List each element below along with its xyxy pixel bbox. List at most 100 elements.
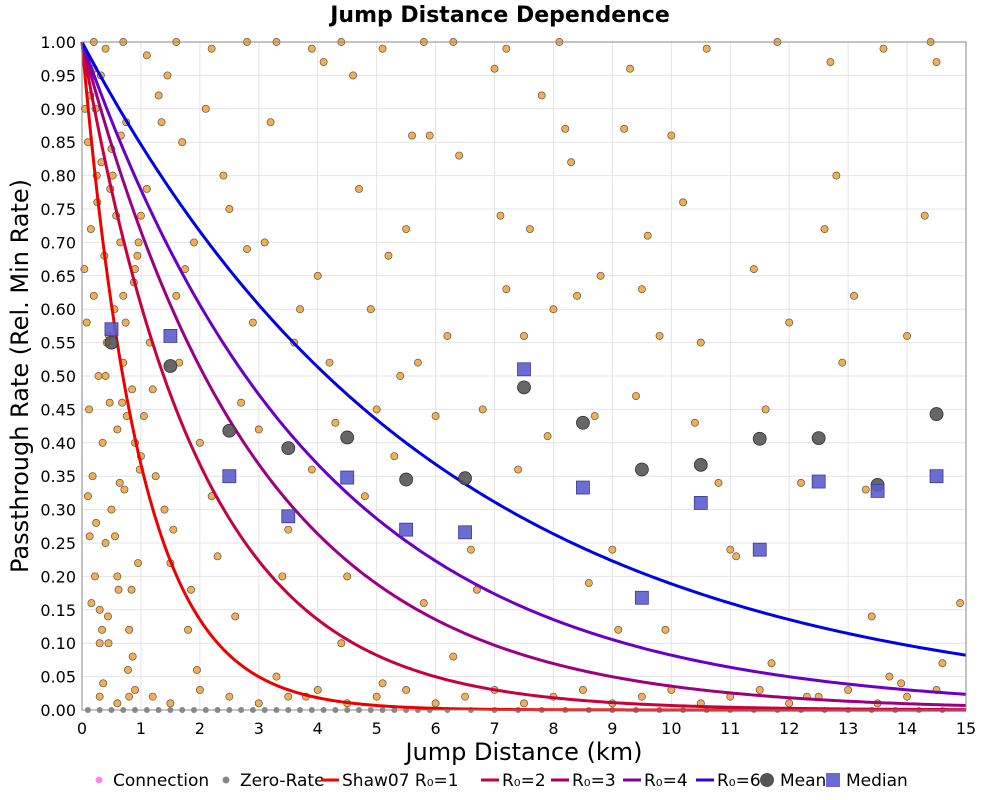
connection-point: [360, 492, 369, 501]
connection-point: [133, 251, 142, 260]
connection-point: [838, 358, 847, 367]
connection-point: [101, 372, 110, 380]
x-tick-label: 6: [431, 719, 441, 738]
legend-swatch: [826, 773, 840, 787]
connection-point: [313, 271, 322, 280]
connection-point: [844, 686, 853, 694]
curve-r0-6: [80, 41, 967, 657]
x-tick-label: 1: [136, 719, 146, 738]
connection-point: [384, 251, 393, 260]
y-tick-label: 0.15: [40, 601, 76, 620]
median-marker: [752, 542, 767, 557]
connection-point: [897, 679, 906, 688]
connection-point: [903, 331, 912, 340]
connection-point: [567, 158, 576, 167]
chart-title: Jump Distance Dependence: [328, 3, 670, 28]
connection-point: [142, 51, 151, 60]
y-tick-label: 0.20: [40, 567, 76, 586]
connection-point: [195, 686, 204, 694]
y-tick-label: 0.45: [40, 400, 76, 419]
connection-point: [785, 699, 794, 708]
y-tick-label: 0.40: [40, 434, 76, 453]
connection-point: [278, 572, 287, 581]
legend-label: Shaw07 R₀=1: [342, 771, 459, 791]
legend-swatch: [760, 773, 774, 787]
legend-swatch: [222, 776, 230, 784]
y-tick-label: 0.70: [40, 233, 76, 252]
connection-point: [861, 485, 870, 494]
connection-point: [169, 525, 178, 534]
mean-marker: [222, 423, 237, 438]
x-tick-label: 0: [77, 719, 87, 738]
connection-point: [850, 291, 858, 300]
connection-point: [219, 171, 228, 180]
legend-label: R₀=6: [717, 771, 761, 791]
connection-point: [920, 211, 929, 220]
connection-point: [201, 104, 210, 113]
y-tick-label: 0.90: [40, 100, 76, 119]
connection-point: [213, 552, 222, 561]
mean-marker: [576, 415, 590, 430]
connection-point: [113, 425, 122, 434]
connection-point: [148, 692, 157, 701]
connection-point: [113, 699, 122, 708]
connection-point: [178, 138, 187, 147]
connection-point: [832, 171, 841, 180]
connection-point: [160, 505, 169, 514]
connection-point: [331, 418, 340, 427]
connection-point: [95, 639, 104, 648]
connection-point: [120, 485, 129, 494]
connection-point: [95, 605, 104, 614]
mean-marker: [340, 430, 355, 445]
y-tick-label: 0.55: [40, 334, 76, 353]
connection-point: [561, 124, 570, 133]
connection-point: [449, 652, 458, 661]
connection-point: [408, 131, 416, 140]
connection-point: [690, 418, 699, 427]
connection-point: [490, 64, 499, 73]
connection-point: [319, 58, 328, 66]
connection-point: [584, 579, 593, 588]
legend-label: Zero-Rate: [240, 771, 325, 791]
legend-label: R₀=4: [644, 771, 688, 791]
y-tick-label: 0.25: [40, 534, 76, 553]
connection-point: [732, 552, 741, 561]
x-tick-label: 14: [897, 719, 917, 738]
median-marker: [458, 525, 472, 540]
connection-point: [343, 572, 352, 581]
connection-point: [131, 686, 139, 694]
x-tick-label: 13: [838, 719, 858, 738]
mean-marker: [163, 359, 178, 373]
connection-point: [413, 358, 422, 367]
connection-point: [225, 692, 234, 701]
connection-point: [115, 478, 124, 487]
connection-point: [867, 612, 876, 621]
y-axis-label: Passthrough Rate (Rel. Min Rate): [6, 179, 34, 573]
mean-marker: [104, 335, 119, 350]
connection-point: [372, 405, 381, 414]
connection-point: [237, 398, 246, 407]
grid: [81, 41, 967, 711]
connection-point: [626, 64, 635, 73]
y-tick-label: 0.10: [40, 634, 76, 653]
connection-point: [111, 532, 119, 541]
connection-point: [337, 639, 346, 648]
connection-point: [98, 438, 107, 447]
y-tick-label: 0.35: [40, 467, 76, 486]
median-marker: [929, 469, 944, 484]
median-marker: [693, 496, 708, 510]
connection-point: [679, 198, 688, 207]
connection-point: [307, 44, 316, 53]
legend-label: R₀=2: [502, 771, 546, 791]
median-marker: [576, 480, 590, 495]
connection-point: [714, 478, 723, 487]
mean-marker: [458, 471, 472, 486]
connection-point: [103, 612, 112, 621]
y-tick-label: 0.00: [40, 701, 76, 720]
connection-point: [956, 599, 965, 608]
connection-point: [396, 372, 405, 380]
mean-marker: [929, 407, 944, 421]
connection-point: [637, 692, 646, 701]
connection-point: [549, 305, 558, 314]
connection-point: [478, 405, 487, 414]
